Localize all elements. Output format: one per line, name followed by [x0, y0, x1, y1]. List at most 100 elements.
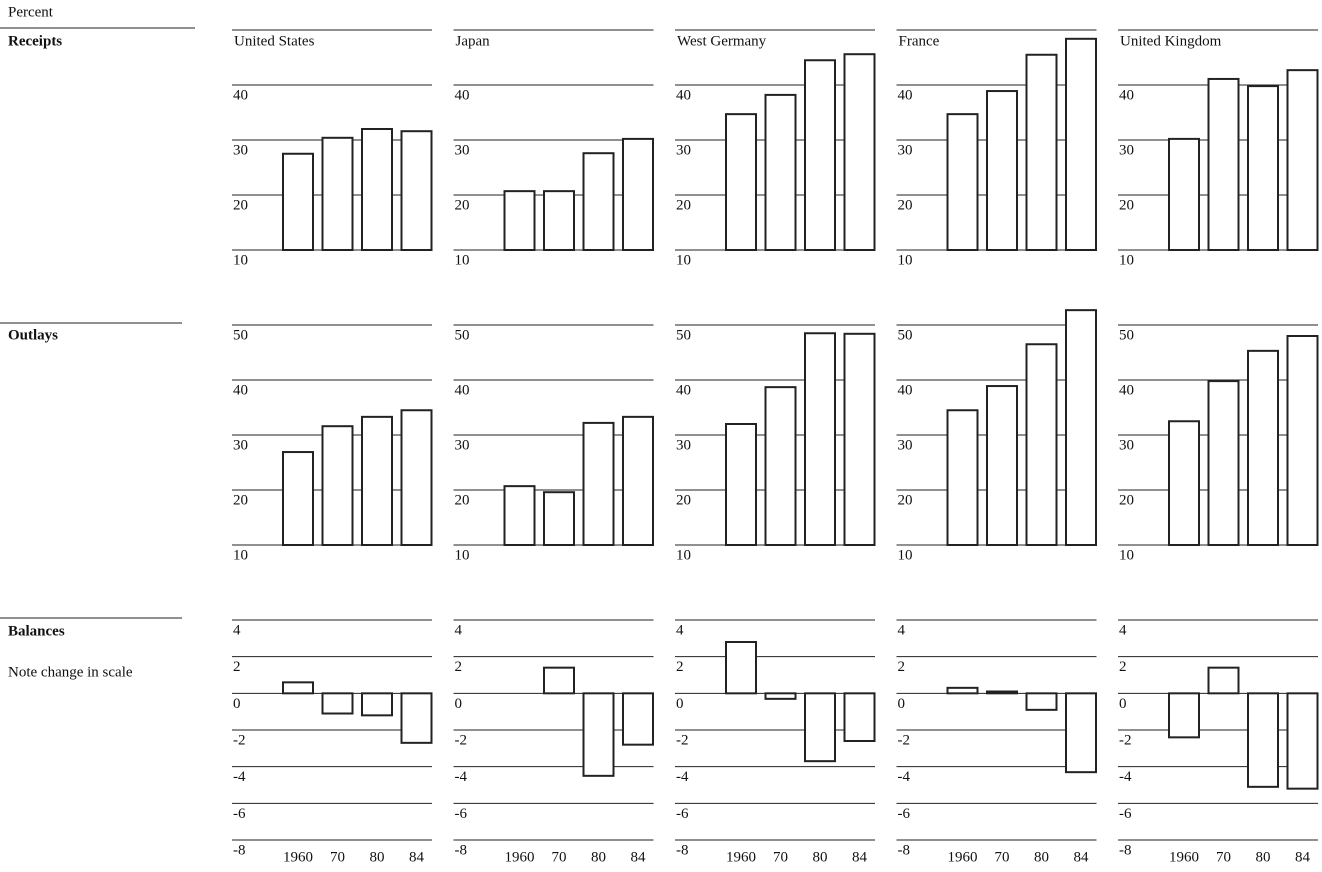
- bar: [503, 190, 536, 251]
- bar: [1168, 420, 1200, 546]
- y-tick-label: -2: [233, 732, 246, 748]
- x-tick-label: 1960: [505, 849, 535, 865]
- bar: [400, 409, 433, 546]
- y-tick-label: -8: [676, 842, 689, 858]
- panel-title: United Kingdom: [1120, 33, 1222, 49]
- y-tick-label: -2: [455, 732, 468, 748]
- x-tick-label: 84: [409, 849, 425, 865]
- bar: [843, 692, 876, 742]
- x-tick-label: 70: [773, 849, 788, 865]
- y-tick-label: 2: [1119, 659, 1127, 675]
- x-tick-label: 1960: [283, 849, 313, 865]
- y-tick-label: 0: [898, 696, 906, 712]
- bar: [843, 332, 876, 546]
- x-tick-label: 1960: [948, 849, 978, 865]
- bar: [764, 692, 797, 700]
- bar: [1247, 85, 1279, 251]
- y-tick-label: -6: [676, 806, 689, 822]
- y-tick-label: -2: [898, 732, 911, 748]
- y-tick-label: 10: [1119, 547, 1134, 563]
- x-tick-label: 70: [330, 849, 345, 865]
- bar: [946, 113, 979, 252]
- y-tick-label: 0: [455, 696, 463, 712]
- bar: [1065, 37, 1097, 251]
- y-tick-label: 40: [676, 87, 691, 103]
- bar: [361, 415, 393, 546]
- x-tick-label: 84: [631, 849, 647, 865]
- y-tick-label: 10: [898, 252, 913, 268]
- row-label: Outlays: [8, 327, 58, 343]
- y-tick-label: -8: [898, 842, 911, 858]
- bar: [764, 386, 797, 546]
- bar: [1247, 349, 1279, 546]
- panel-title: France: [899, 33, 940, 49]
- y-tick-label: -2: [676, 732, 689, 748]
- y-tick-label: 2: [455, 659, 463, 675]
- row-label: Balances: [8, 623, 65, 639]
- y-tick-label: 30: [898, 437, 913, 453]
- y-tick-label: 50: [233, 327, 248, 343]
- y-tick-label: -6: [455, 806, 468, 822]
- x-tick-label: 84: [1074, 849, 1090, 865]
- y-tick-label: 20: [898, 492, 913, 508]
- bar: [843, 53, 876, 252]
- bar: [582, 421, 615, 546]
- y-tick-label: 10: [455, 547, 470, 563]
- y-tick-label: 4: [233, 622, 241, 638]
- y-tick-label: 20: [455, 492, 470, 508]
- bar: [1207, 666, 1240, 695]
- y-tick-label: 50: [898, 327, 913, 343]
- y-tick-label: 20: [233, 197, 248, 213]
- bar: [725, 641, 757, 695]
- x-tick-label: 80: [1034, 849, 1049, 865]
- bar: [986, 90, 1018, 251]
- y-tick-label: -4: [676, 769, 689, 785]
- bar: [804, 332, 836, 546]
- y-tick-label: 40: [898, 382, 913, 398]
- y-tick-label: -4: [1119, 769, 1132, 785]
- x-tick-label: 1960: [726, 849, 756, 865]
- bar: [804, 59, 836, 251]
- y-tick-label: 10: [455, 252, 470, 268]
- bar: [986, 690, 1018, 695]
- x-tick-label: 70: [1216, 849, 1231, 865]
- y-tick-label: 30: [455, 142, 470, 158]
- y-tick-label: 0: [676, 696, 684, 712]
- bar: [282, 451, 314, 546]
- y-tick-label: 20: [676, 197, 691, 213]
- y-tick-label: 50: [455, 327, 470, 343]
- bar: [321, 692, 354, 715]
- y-tick-label: 30: [455, 437, 470, 453]
- bar: [1065, 692, 1097, 774]
- y-tick-label: 40: [676, 382, 691, 398]
- bar: [361, 692, 393, 717]
- y-tick-label: 30: [1119, 437, 1134, 453]
- bar: [1168, 692, 1200, 739]
- bar: [804, 692, 836, 763]
- y-tick-label: 20: [455, 197, 470, 213]
- y-tick-label: 20: [1119, 197, 1134, 213]
- x-tick-label: 84: [1295, 849, 1311, 865]
- bar: [543, 190, 575, 251]
- unit-label: Percent: [8, 4, 54, 20]
- bar: [1065, 309, 1097, 546]
- bar: [622, 692, 654, 746]
- bar: [946, 409, 979, 546]
- y-tick-label: 4: [898, 622, 906, 638]
- y-tick-label: 0: [233, 696, 241, 712]
- y-tick-label: 4: [676, 622, 684, 638]
- y-tick-label: 10: [898, 547, 913, 563]
- bar: [1286, 692, 1319, 790]
- y-tick-label: 10: [676, 252, 691, 268]
- x-tick-label: 70: [995, 849, 1010, 865]
- bar: [582, 692, 615, 777]
- y-tick-label: 30: [898, 142, 913, 158]
- bar: [986, 385, 1018, 546]
- bar: [543, 491, 575, 547]
- bar: [361, 128, 393, 251]
- y-tick-label: 30: [233, 142, 248, 158]
- y-tick-label: 2: [898, 659, 906, 675]
- y-tick-label: 4: [1119, 622, 1127, 638]
- y-tick-label: -4: [455, 769, 468, 785]
- y-tick-label: 10: [1119, 252, 1134, 268]
